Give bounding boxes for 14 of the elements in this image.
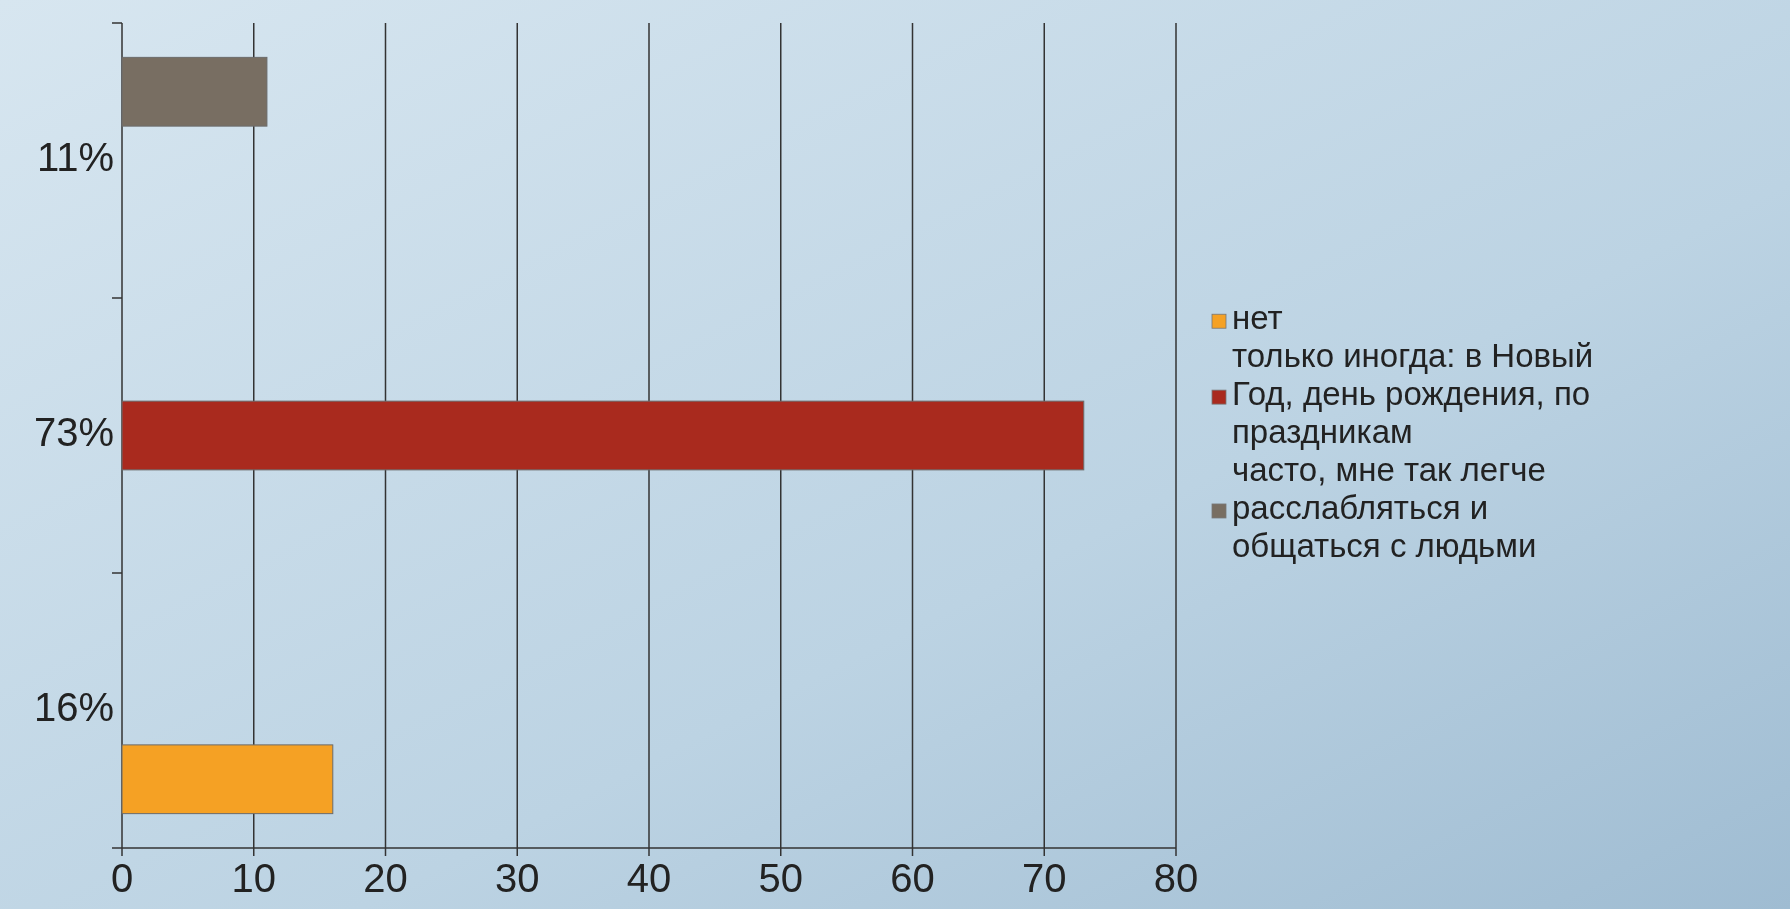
x-tick-label: 40 — [626, 856, 672, 900]
legend-label: часто, мне так легче расслабляться и общаться с людьми — [1232, 450, 1546, 564]
y-tick-label: 73% — [33, 410, 114, 455]
x-tick-label: 30 — [495, 856, 540, 900]
x-tick-label: 50 — [758, 856, 803, 900]
y-tick-label: 16% — [33, 685, 114, 730]
legend-label: нет — [1232, 299, 1283, 337]
x-tick-label: 80 — [1153, 856, 1199, 900]
x-tick-label: 70 — [1022, 856, 1067, 900]
x-tick-label: 20 — [363, 856, 408, 900]
x-tick-label: 0 — [110, 856, 134, 900]
y-tick-label: 11% — [36, 135, 114, 180]
x-tick-label: 10 — [231, 856, 276, 900]
x-tick-label: 60 — [890, 856, 935, 900]
